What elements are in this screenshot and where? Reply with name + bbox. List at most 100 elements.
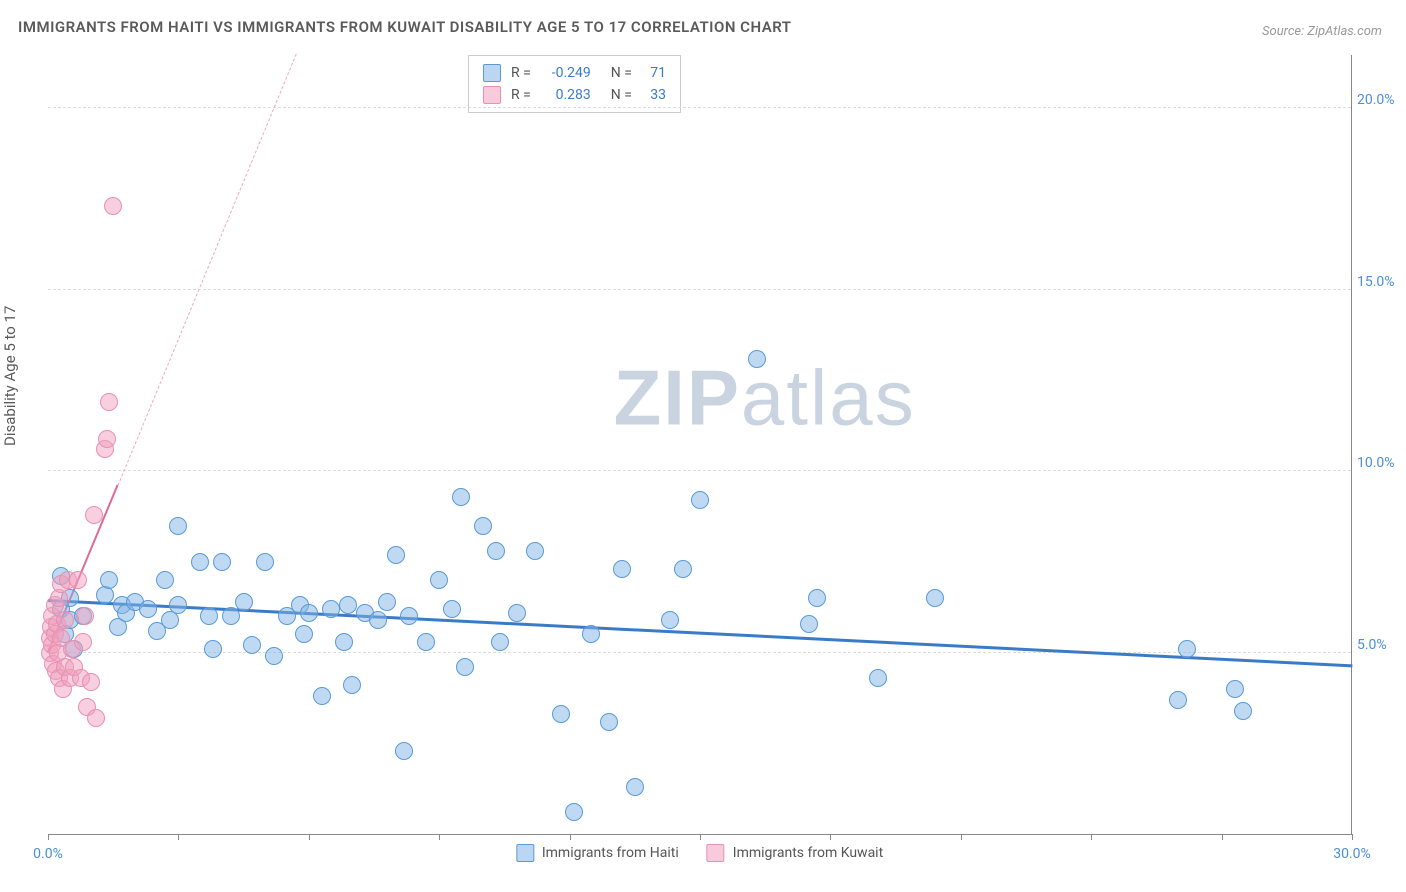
scatter-point-haiti bbox=[626, 778, 644, 796]
x-tick-label: 0.0% bbox=[33, 846, 63, 862]
legend-item-kuwait: Immigrants from Kuwait bbox=[707, 844, 883, 862]
y-axis-label: Disability Age 5 to 17 bbox=[1, 306, 19, 446]
x-tick bbox=[1222, 834, 1223, 840]
scatter-point-haiti bbox=[526, 542, 544, 560]
scatter-point-haiti bbox=[400, 607, 418, 625]
scatter-point-haiti bbox=[600, 713, 618, 731]
scatter-point-haiti bbox=[552, 705, 570, 723]
scatter-point-haiti bbox=[395, 742, 413, 760]
scatter-point-kuwait bbox=[74, 633, 92, 651]
x-tick bbox=[570, 834, 571, 840]
scatter-point-haiti bbox=[1178, 640, 1196, 658]
scatter-point-haiti bbox=[613, 560, 631, 578]
scatter-point-haiti bbox=[387, 546, 405, 564]
scatter-point-haiti bbox=[661, 611, 679, 629]
x-tick bbox=[961, 834, 962, 840]
scatter-point-haiti bbox=[139, 600, 157, 618]
correlation-legend: R = -0.249 N = 71 R = 0.283 N = 33 bbox=[468, 55, 681, 113]
scatter-point-haiti bbox=[748, 350, 766, 368]
x-tick bbox=[1091, 834, 1092, 840]
scatter-point-haiti bbox=[582, 625, 600, 643]
legend-item-haiti: Immigrants from Haiti bbox=[516, 844, 679, 862]
scatter-point-haiti bbox=[487, 542, 505, 560]
gridline bbox=[48, 289, 1351, 290]
scatter-point-haiti bbox=[1169, 691, 1187, 709]
scatter-point-haiti bbox=[674, 560, 692, 578]
x-tick bbox=[700, 834, 701, 840]
scatter-point-haiti bbox=[256, 553, 274, 571]
gridline bbox=[48, 107, 1351, 108]
scatter-point-haiti bbox=[265, 647, 283, 665]
scatter-point-haiti bbox=[869, 669, 887, 687]
scatter-point-haiti bbox=[926, 589, 944, 607]
scatter-point-haiti bbox=[156, 571, 174, 589]
scatter-chart: ZIPatlas R = -0.249 N = 71 R = 0.283 N =… bbox=[48, 55, 1352, 835]
series-legend: Immigrants from Haiti Immigrants from Ku… bbox=[516, 844, 883, 862]
scatter-point-haiti bbox=[222, 607, 240, 625]
x-tick-label: 30.0% bbox=[1333, 846, 1371, 862]
scatter-point-kuwait bbox=[87, 709, 105, 727]
swatch-pink bbox=[483, 86, 501, 104]
scatter-point-haiti bbox=[343, 676, 361, 694]
scatter-point-haiti bbox=[369, 611, 387, 629]
scatter-point-haiti bbox=[508, 604, 526, 622]
gridline bbox=[48, 652, 1351, 653]
x-tick bbox=[439, 834, 440, 840]
y-tick-label: 10.0% bbox=[1357, 455, 1406, 471]
scatter-point-haiti bbox=[335, 633, 353, 651]
scatter-point-haiti bbox=[235, 593, 253, 611]
y-tick-label: 15.0% bbox=[1357, 274, 1406, 290]
x-tick bbox=[48, 834, 49, 840]
scatter-point-haiti bbox=[213, 553, 231, 571]
legend-row-kuwait: R = 0.283 N = 33 bbox=[483, 84, 666, 106]
scatter-point-haiti bbox=[204, 640, 222, 658]
scatter-point-haiti bbox=[565, 803, 583, 821]
x-tick bbox=[309, 834, 310, 840]
scatter-point-kuwait bbox=[104, 197, 122, 215]
scatter-point-kuwait bbox=[69, 571, 87, 589]
x-tick bbox=[178, 834, 179, 840]
scatter-point-haiti bbox=[200, 607, 218, 625]
watermark: ZIPatlas bbox=[614, 352, 916, 443]
gridline bbox=[48, 470, 1351, 471]
scatter-point-haiti bbox=[491, 633, 509, 651]
scatter-point-haiti bbox=[300, 604, 318, 622]
scatter-point-kuwait bbox=[82, 673, 100, 691]
scatter-point-haiti bbox=[1226, 680, 1244, 698]
swatch-blue bbox=[483, 64, 501, 82]
scatter-point-haiti bbox=[313, 687, 331, 705]
scatter-point-haiti bbox=[191, 553, 209, 571]
x-tick bbox=[1352, 834, 1353, 840]
scatter-point-haiti bbox=[169, 596, 187, 614]
scatter-point-haiti bbox=[378, 593, 396, 611]
source-attribution: Source: ZipAtlas.com bbox=[1262, 24, 1382, 39]
y-tick-label: 20.0% bbox=[1357, 92, 1406, 108]
scatter-point-haiti bbox=[100, 571, 118, 589]
scatter-point-kuwait bbox=[85, 506, 103, 524]
chart-title: IMMIGRANTS FROM HAITI VS IMMIGRANTS FROM… bbox=[18, 18, 792, 36]
scatter-point-haiti bbox=[430, 571, 448, 589]
swatch-blue bbox=[516, 844, 534, 862]
scatter-point-haiti bbox=[691, 491, 709, 509]
scatter-point-kuwait bbox=[98, 430, 116, 448]
scatter-point-haiti bbox=[474, 517, 492, 535]
scatter-point-haiti bbox=[322, 600, 340, 618]
scatter-point-haiti bbox=[800, 615, 818, 633]
y-tick-label: 5.0% bbox=[1357, 637, 1406, 653]
scatter-point-haiti bbox=[808, 589, 826, 607]
scatter-point-kuwait bbox=[100, 393, 118, 411]
scatter-point-haiti bbox=[339, 596, 357, 614]
trend-line bbox=[117, 53, 296, 485]
scatter-point-kuwait bbox=[56, 611, 74, 629]
scatter-point-haiti bbox=[452, 488, 470, 506]
legend-row-haiti: R = -0.249 N = 71 bbox=[483, 62, 666, 84]
x-tick bbox=[830, 834, 831, 840]
scatter-point-haiti bbox=[417, 633, 435, 651]
scatter-point-kuwait bbox=[76, 607, 94, 625]
scatter-point-haiti bbox=[443, 600, 461, 618]
swatch-pink bbox=[707, 844, 725, 862]
scatter-point-haiti bbox=[169, 517, 187, 535]
scatter-point-haiti bbox=[1234, 702, 1252, 720]
scatter-point-haiti bbox=[456, 658, 474, 676]
scatter-point-haiti bbox=[243, 636, 261, 654]
